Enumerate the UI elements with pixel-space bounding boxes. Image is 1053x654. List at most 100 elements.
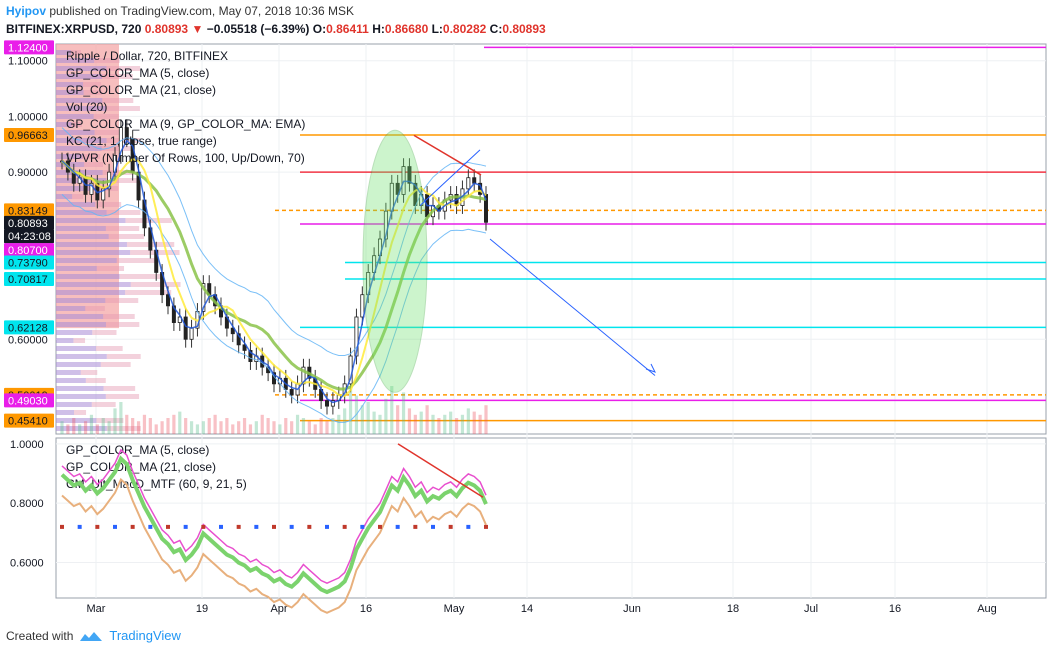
volume-bar — [343, 408, 347, 434]
candle-body — [324, 400, 329, 407]
vpvr-bar-up — [56, 274, 120, 279]
osc-y-tick-label: 0.6000 — [10, 557, 44, 569]
vpvr-bar-up — [56, 234, 109, 239]
candle-body — [89, 182, 94, 195]
vpvr-bar-down — [106, 426, 141, 431]
vpvr-bar-down — [80, 370, 98, 375]
x-tick-label: Jul — [804, 603, 818, 615]
tradingview-link[interactable]: TradingView — [109, 628, 181, 643]
vpvr-bar-up — [56, 50, 71, 55]
volume-bar — [101, 418, 105, 434]
author-link[interactable]: Hyipov — [6, 4, 47, 18]
candle-body — [466, 177, 471, 190]
volume-bar — [443, 414, 447, 434]
vpvr-bar-down — [71, 122, 83, 127]
main-legend-item: GP_COLOR_MA (9, GP_COLOR_MA: EMA) — [66, 117, 305, 131]
volume-bar — [60, 421, 64, 434]
vpvr-bar-up — [56, 210, 107, 215]
macd-state-dot — [219, 524, 223, 529]
footer: Created with TradingView — [6, 628, 181, 643]
volume-bar — [160, 421, 164, 434]
macd-state-dot — [342, 524, 347, 529]
volume-bar — [396, 405, 400, 434]
main-legend-item: GP_COLOR_MA (5, close) — [66, 66, 209, 80]
y-tick-label: 0.60000 — [8, 334, 48, 346]
price-label-text: 0.80700 — [8, 245, 48, 257]
macd-state-dot — [360, 524, 365, 529]
candle-body — [183, 316, 188, 340]
volume-bar — [89, 414, 94, 434]
x-tick-label: 16 — [889, 603, 901, 615]
volume-bar — [225, 418, 229, 434]
macd-state-dot — [448, 524, 453, 529]
vpvr-bar-down — [71, 50, 81, 55]
vpvr-bar-up — [56, 306, 86, 311]
chart-canvas[interactable]: Mar 19 Apr 16 May 14 Jun 18 Jul 16 Aug 1.10000 1.000… — [0, 40, 1053, 628]
volume-bar — [449, 411, 453, 434]
vpvr-bar-up — [56, 66, 107, 71]
price-change: −0.05518 (−6.39%) — [206, 22, 310, 36]
candle-body — [124, 127, 129, 140]
x-tick-label: 14 — [521, 603, 533, 615]
price-label-badge — [4, 229, 54, 244]
low-value: 0.80282 — [442, 22, 487, 36]
vpvr-bar-down — [105, 298, 139, 303]
volume-bar — [184, 418, 188, 434]
macd-state-dot — [77, 524, 82, 529]
macd-state-dot — [166, 524, 170, 529]
vpvr-bar-down — [130, 282, 181, 287]
volume-bar — [260, 414, 264, 434]
vpvr-bar-down — [73, 338, 86, 343]
vpvr-bar-up — [56, 378, 86, 383]
vpvr-bar-up — [56, 338, 74, 343]
x-tick-label: 18 — [727, 603, 739, 615]
macd-state-dot — [272, 524, 276, 529]
volume-bar — [413, 414, 417, 434]
vpvr-bar-down — [96, 418, 124, 423]
vpvr-bar-down — [95, 202, 122, 207]
candle-body — [383, 210, 388, 240]
candle-body — [177, 316, 182, 323]
candle-body — [189, 327, 194, 340]
x-tick-label: Mar — [87, 603, 106, 615]
vpvr-bar-up — [56, 226, 106, 231]
forecast-arrow — [489, 238, 656, 376]
candle-body — [236, 333, 241, 346]
vpvr-bar-up — [56, 242, 127, 247]
vpvr-bar-down — [91, 402, 116, 407]
osc-fast-line — [60, 455, 488, 595]
vpvr-bar-up — [56, 130, 95, 135]
price-label-badge — [4, 272, 54, 287]
created-with-text: Created with — [6, 628, 74, 643]
volume-bar — [425, 405, 429, 434]
osc-divergence-line — [397, 443, 484, 498]
volume-bar — [142, 414, 147, 434]
chart-header: Hyipov published on TradingView.com, May… — [0, 0, 1053, 40]
vpvr-bar-up — [56, 106, 107, 111]
volume-bar — [213, 414, 217, 434]
symbol-label: BITFINEX:XRPUSD, 720 — [6, 22, 142, 36]
price-label-badge — [4, 255, 54, 270]
resistance-trendline — [413, 134, 482, 176]
macd-state-dot — [431, 524, 435, 529]
main-legend-item: GP_COLOR_MA (21, close) — [66, 83, 216, 97]
candle-body — [83, 177, 88, 195]
volume-bar — [401, 392, 406, 434]
volume-bar — [284, 418, 288, 434]
main-legend-item: Ripple / Dollar, 720, BITFINEX — [66, 49, 228, 63]
volume-bar — [295, 414, 300, 434]
candle-body — [165, 294, 170, 307]
vpvr-bar-down — [96, 266, 125, 271]
volume-bar — [83, 421, 88, 434]
volume-bar — [478, 414, 482, 434]
vpvr-bar-down — [101, 146, 133, 151]
price-label-badge — [4, 413, 54, 428]
close-label: C: — [489, 22, 503, 36]
vpvr-bar-up — [56, 186, 94, 191]
ma-21-line — [60, 159, 487, 391]
volume-bar — [195, 424, 200, 434]
vpvr-bar-down — [105, 394, 140, 399]
price-label-text: 0.83149 — [8, 205, 48, 217]
volume-bar — [254, 421, 258, 434]
vpvr-bar-up — [56, 202, 96, 207]
